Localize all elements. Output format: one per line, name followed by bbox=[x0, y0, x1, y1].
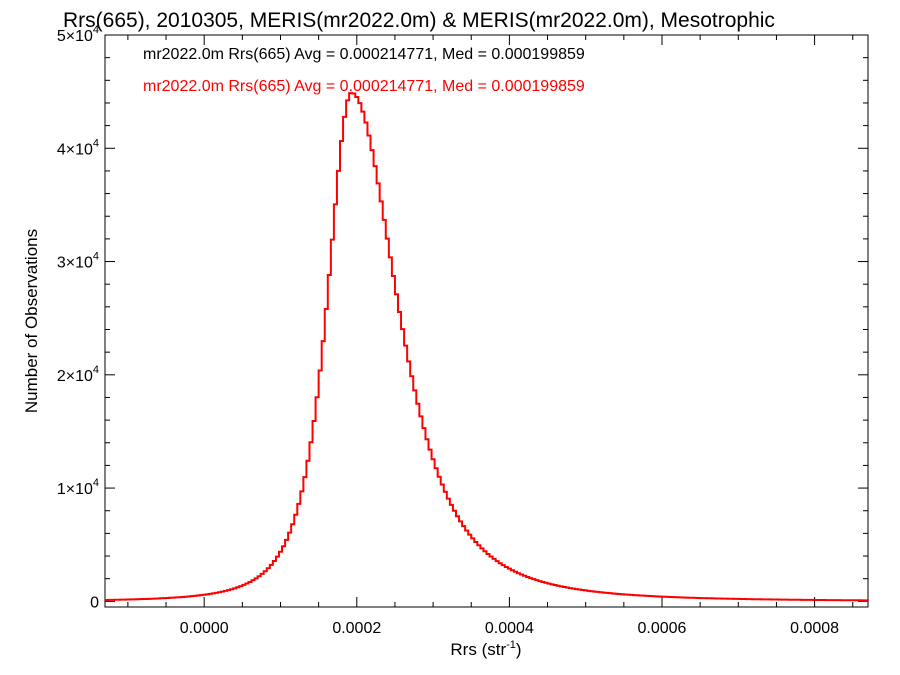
axis-ticks bbox=[105, 34, 868, 607]
x-axis-label-base: Rrs (str bbox=[450, 640, 506, 659]
x-tick-label: 0.0000 bbox=[180, 620, 229, 637]
x-axis-label: Rrs (str-1) bbox=[450, 639, 521, 659]
histogram-series-line bbox=[105, 92, 869, 602]
x-tick-label: 0.0008 bbox=[790, 620, 839, 637]
y-tick-label: 2×104 bbox=[57, 364, 99, 385]
stats-label-red: mr2022.0m Rrs(665) Avg = 0.000214771, Me… bbox=[143, 78, 585, 95]
y-tick-label: 3×104 bbox=[57, 251, 99, 272]
chart-title: Rrs(665), 2010305, MERIS(mr2022.0m) & ME… bbox=[63, 9, 775, 32]
plot-frame bbox=[104, 34, 869, 608]
y-tick-label: 5×104 bbox=[57, 24, 99, 45]
x-axis-label-sup: -1 bbox=[506, 639, 516, 651]
y-tick-label: 1×104 bbox=[57, 477, 99, 498]
x-tick-label: 0.0002 bbox=[332, 620, 381, 637]
y-axis-label: Number of Observations bbox=[22, 229, 41, 413]
y-tick-label: 4×104 bbox=[57, 137, 99, 158]
x-axis-label-end: ) bbox=[516, 640, 522, 659]
x-tick-label: 0.0006 bbox=[638, 620, 687, 637]
x-tick-label: 0.0004 bbox=[485, 620, 534, 637]
tick-labels: 0.0000 0.0002 0.0004 0.0006 0.0008 0 1×104 2×10… bbox=[57, 24, 839, 637]
y-tick-label: 0 bbox=[90, 594, 99, 611]
stats-label-black: mr2022.0m Rrs(665) Avg = 0.000214771, Me… bbox=[143, 46, 585, 63]
